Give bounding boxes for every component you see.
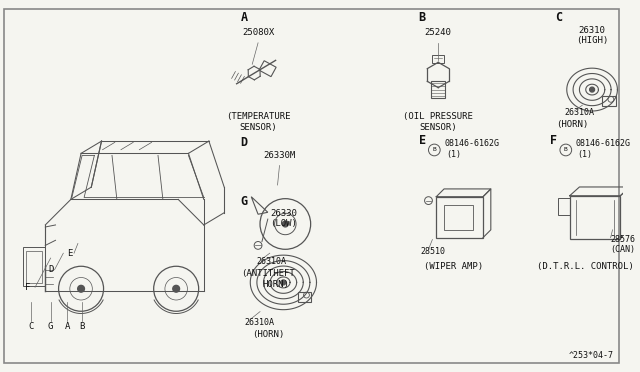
Text: SENSOR): SENSOR) [239, 124, 277, 132]
Text: D: D [241, 136, 248, 149]
Text: (D.T.R.L. CONTROL): (D.T.R.L. CONTROL) [537, 262, 634, 271]
Text: (OIL PRESSURE: (OIL PRESSURE [403, 112, 473, 121]
Text: E: E [419, 134, 426, 147]
Text: (CAN): (CAN) [611, 245, 636, 254]
Text: C: C [28, 322, 34, 331]
Bar [433, 55, 444, 63]
Text: 26310A: 26310A [256, 257, 286, 266]
Text: 08146-6162G: 08146-6162G [444, 139, 499, 148]
Circle shape [281, 280, 286, 285]
Text: F: F [550, 134, 557, 147]
Text: G: G [48, 322, 53, 331]
Bar [558, 198, 570, 215]
Text: 26310A: 26310A [565, 108, 595, 117]
Text: 28576: 28576 [611, 234, 636, 244]
Text: (WIPER AMP): (WIPER AMP) [424, 262, 483, 271]
Text: HORN): HORN) [262, 280, 289, 289]
Text: (1): (1) [446, 150, 461, 159]
Circle shape [589, 87, 595, 92]
Circle shape [77, 285, 84, 292]
Bar [444, 205, 474, 230]
Text: A: A [65, 322, 70, 331]
Text: (1): (1) [577, 150, 593, 159]
Bar [26, 250, 42, 283]
Text: (LOW): (LOW) [270, 219, 297, 228]
Bar [23, 247, 45, 286]
Circle shape [282, 221, 288, 227]
Bar [431, 81, 445, 98]
Text: (TEMPERATURE: (TEMPERATURE [226, 112, 291, 121]
Text: B: B [419, 12, 426, 25]
Bar [570, 196, 620, 238]
Bar [298, 292, 311, 302]
Text: (HORN): (HORN) [557, 119, 589, 129]
Text: ^253*04-7: ^253*04-7 [568, 351, 614, 360]
Text: B: B [79, 322, 84, 331]
Circle shape [173, 285, 180, 292]
Text: (HORN): (HORN) [252, 330, 284, 339]
Text: G: G [241, 195, 248, 208]
Text: 26310A: 26310A [244, 318, 275, 327]
Text: 25240: 25240 [425, 28, 452, 37]
Text: (HIGH): (HIGH) [576, 36, 608, 45]
Text: A: A [241, 12, 248, 25]
Text: 26310: 26310 [579, 26, 605, 35]
Text: B: B [433, 147, 436, 153]
Text: F: F [24, 283, 30, 292]
Text: 25080X: 25080X [242, 28, 274, 37]
Text: E: E [67, 249, 73, 258]
Text: 08146-6162G: 08146-6162G [575, 139, 630, 148]
Bar [602, 96, 616, 106]
Text: 26330: 26330 [270, 209, 297, 218]
Text: (ANTITHEFT: (ANTITHEFT [241, 269, 294, 278]
Text: C: C [555, 12, 562, 25]
Bar [259, 61, 276, 77]
Text: D: D [48, 265, 53, 274]
Text: 26330M: 26330M [264, 151, 296, 160]
Bar [436, 197, 483, 238]
Text: 28510: 28510 [420, 247, 445, 256]
Text: B: B [564, 147, 568, 153]
Text: SENSOR): SENSOR) [419, 124, 457, 132]
